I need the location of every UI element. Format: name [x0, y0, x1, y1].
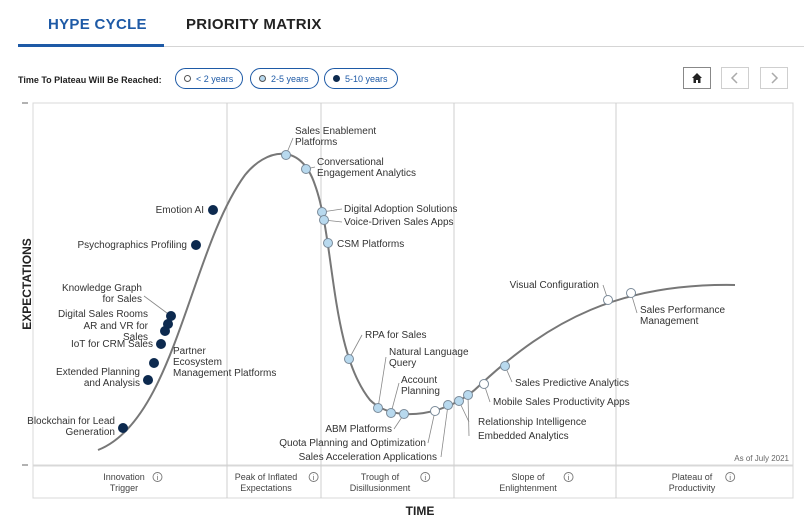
- info-icon[interactable]: i: [152, 472, 163, 483]
- technology-label[interactable]: Sales Enablement Platforms: [295, 126, 376, 148]
- legend-filter-label: 2-5 years: [271, 73, 309, 84]
- technology-marker[interactable]: [386, 408, 396, 418]
- info-icon[interactable]: i: [420, 472, 431, 483]
- technology-label[interactable]: CSM Platforms: [337, 239, 404, 250]
- legend-filter-2to5[interactable]: 2-5 years: [250, 68, 319, 89]
- svg-text:i: i: [424, 475, 426, 482]
- phase-label: Trough of Disillusionment: [350, 472, 411, 493]
- tab-priority-matrix[interactable]: PRIORITY MATRIX: [186, 16, 322, 33]
- y-axis-label: EXPECTATIONS: [20, 238, 34, 330]
- technology-marker[interactable]: [281, 150, 291, 160]
- technology-label[interactable]: Account Planning: [401, 375, 440, 397]
- next-button[interactable]: [760, 67, 788, 89]
- chevron-left-icon: [730, 72, 738, 84]
- technology-marker[interactable]: [344, 354, 354, 364]
- technology-label[interactable]: Knowledge Graph for Sales: [62, 283, 142, 305]
- legend-filter-label: 5-10 years: [345, 73, 388, 84]
- technology-label[interactable]: Sales Acceleration Applications: [299, 452, 437, 463]
- technology-label[interactable]: AR and VR for Sales: [84, 321, 149, 343]
- technology-label[interactable]: Partner Ecosystem Management Platforms: [173, 346, 276, 379]
- technology-label[interactable]: ABM Platforms: [325, 424, 392, 435]
- legend-filter-label: < 2 years: [196, 73, 234, 84]
- technology-marker[interactable]: [626, 288, 636, 298]
- legend-dot-5to10: [333, 75, 340, 82]
- technology-marker[interactable]: [430, 406, 440, 416]
- technology-label[interactable]: Digital Adoption Solutions: [344, 204, 457, 215]
- legend-dot-2to5: [259, 75, 266, 82]
- technology-marker[interactable]: [454, 396, 464, 406]
- technology-label[interactable]: IoT for CRM Sales: [71, 339, 153, 350]
- leader-line: [467, 394, 470, 437]
- technology-marker[interactable]: [479, 379, 489, 389]
- legend-filter-lt2[interactable]: < 2 years: [175, 68, 244, 89]
- leader-line: [440, 404, 449, 458]
- technology-marker[interactable]: [603, 295, 613, 305]
- svg-text:i: i: [157, 475, 159, 482]
- active-tab-indicator: [18, 44, 164, 47]
- technology-marker[interactable]: [118, 423, 128, 433]
- info-icon[interactable]: i: [563, 472, 574, 483]
- legend-label: Time To Plateau Will Be Reached:: [18, 75, 162, 85]
- technology-label[interactable]: Conversational Engagement Analytics: [317, 157, 416, 179]
- technology-label[interactable]: Sales Predictive Analytics: [515, 378, 629, 389]
- legend-filter-5to10[interactable]: 5-10 years: [324, 68, 398, 89]
- tab-hype-cycle[interactable]: HYPE CYCLE: [48, 16, 147, 33]
- technology-marker[interactable]: [149, 358, 159, 368]
- svg-text:i: i: [568, 475, 570, 482]
- leader-line: [143, 295, 172, 317]
- technology-label[interactable]: Blockchain for Lead Generation: [27, 416, 115, 438]
- technology-label[interactable]: Embedded Analytics: [478, 431, 569, 442]
- plot-frame: [32, 102, 794, 466]
- technology-label[interactable]: Psychographics Profiling: [78, 240, 188, 251]
- technology-label[interactable]: Visual Configuration: [510, 280, 599, 291]
- technology-label[interactable]: Mobile Sales Productivity Apps: [493, 397, 630, 408]
- technology-marker[interactable]: [463, 390, 473, 400]
- technology-marker[interactable]: [399, 409, 409, 419]
- phase-label: Slope of Enlightenment: [499, 472, 557, 493]
- legend-dot-lt2: [184, 75, 191, 82]
- technology-label[interactable]: Extended Planning and Analysis: [56, 367, 140, 389]
- technology-label[interactable]: Digital Sales Rooms: [58, 309, 148, 320]
- tab-divider: [18, 46, 804, 47]
- technology-marker[interactable]: [143, 375, 153, 385]
- technology-label[interactable]: RPA for Sales: [365, 330, 427, 341]
- technology-marker[interactable]: [500, 361, 510, 371]
- technology-label[interactable]: Natural Language Query: [389, 347, 469, 369]
- technology-marker[interactable]: [443, 400, 453, 410]
- phase-label: Peak of Inflated Expectations: [235, 472, 298, 493]
- technology-marker[interactable]: [373, 403, 383, 413]
- technology-marker[interactable]: [319, 215, 329, 225]
- svg-text:i: i: [729, 475, 731, 482]
- technology-label[interactable]: Sales Performance Management: [640, 305, 725, 327]
- hype-curve: [97, 152, 736, 451]
- technology-label[interactable]: Emotion AI: [156, 205, 204, 216]
- chevron-right-icon: [771, 72, 779, 84]
- info-icon[interactable]: i: [725, 472, 736, 483]
- as-of-label: As of July 2021: [734, 454, 789, 463]
- technology-label[interactable]: Voice-Driven Sales Apps: [344, 217, 454, 228]
- info-icon[interactable]: i: [308, 472, 319, 483]
- tab-bar: HYPE CYCLE PRIORITY MATRIX: [0, 0, 808, 48]
- technology-marker[interactable]: [191, 240, 201, 250]
- x-axis-label: TIME: [406, 504, 435, 518]
- phase-bar: [32, 465, 794, 499]
- home-icon: [692, 73, 702, 83]
- home-button[interactable]: [683, 67, 711, 89]
- phase-label: Plateau of Productivity: [669, 472, 716, 493]
- technology-label[interactable]: Relationship Intelligence: [478, 417, 587, 428]
- technology-marker[interactable]: [208, 205, 218, 215]
- phase-label: Innovation Trigger: [103, 472, 145, 493]
- technology-marker[interactable]: [166, 311, 176, 321]
- leader-line: [377, 356, 387, 409]
- technology-marker[interactable]: [323, 238, 333, 248]
- svg-text:i: i: [313, 475, 315, 482]
- prev-button[interactable]: [721, 67, 749, 89]
- technology-marker[interactable]: [301, 164, 311, 174]
- technology-marker[interactable]: [156, 339, 166, 349]
- technology-label[interactable]: Quota Planning and Optimization: [279, 438, 426, 449]
